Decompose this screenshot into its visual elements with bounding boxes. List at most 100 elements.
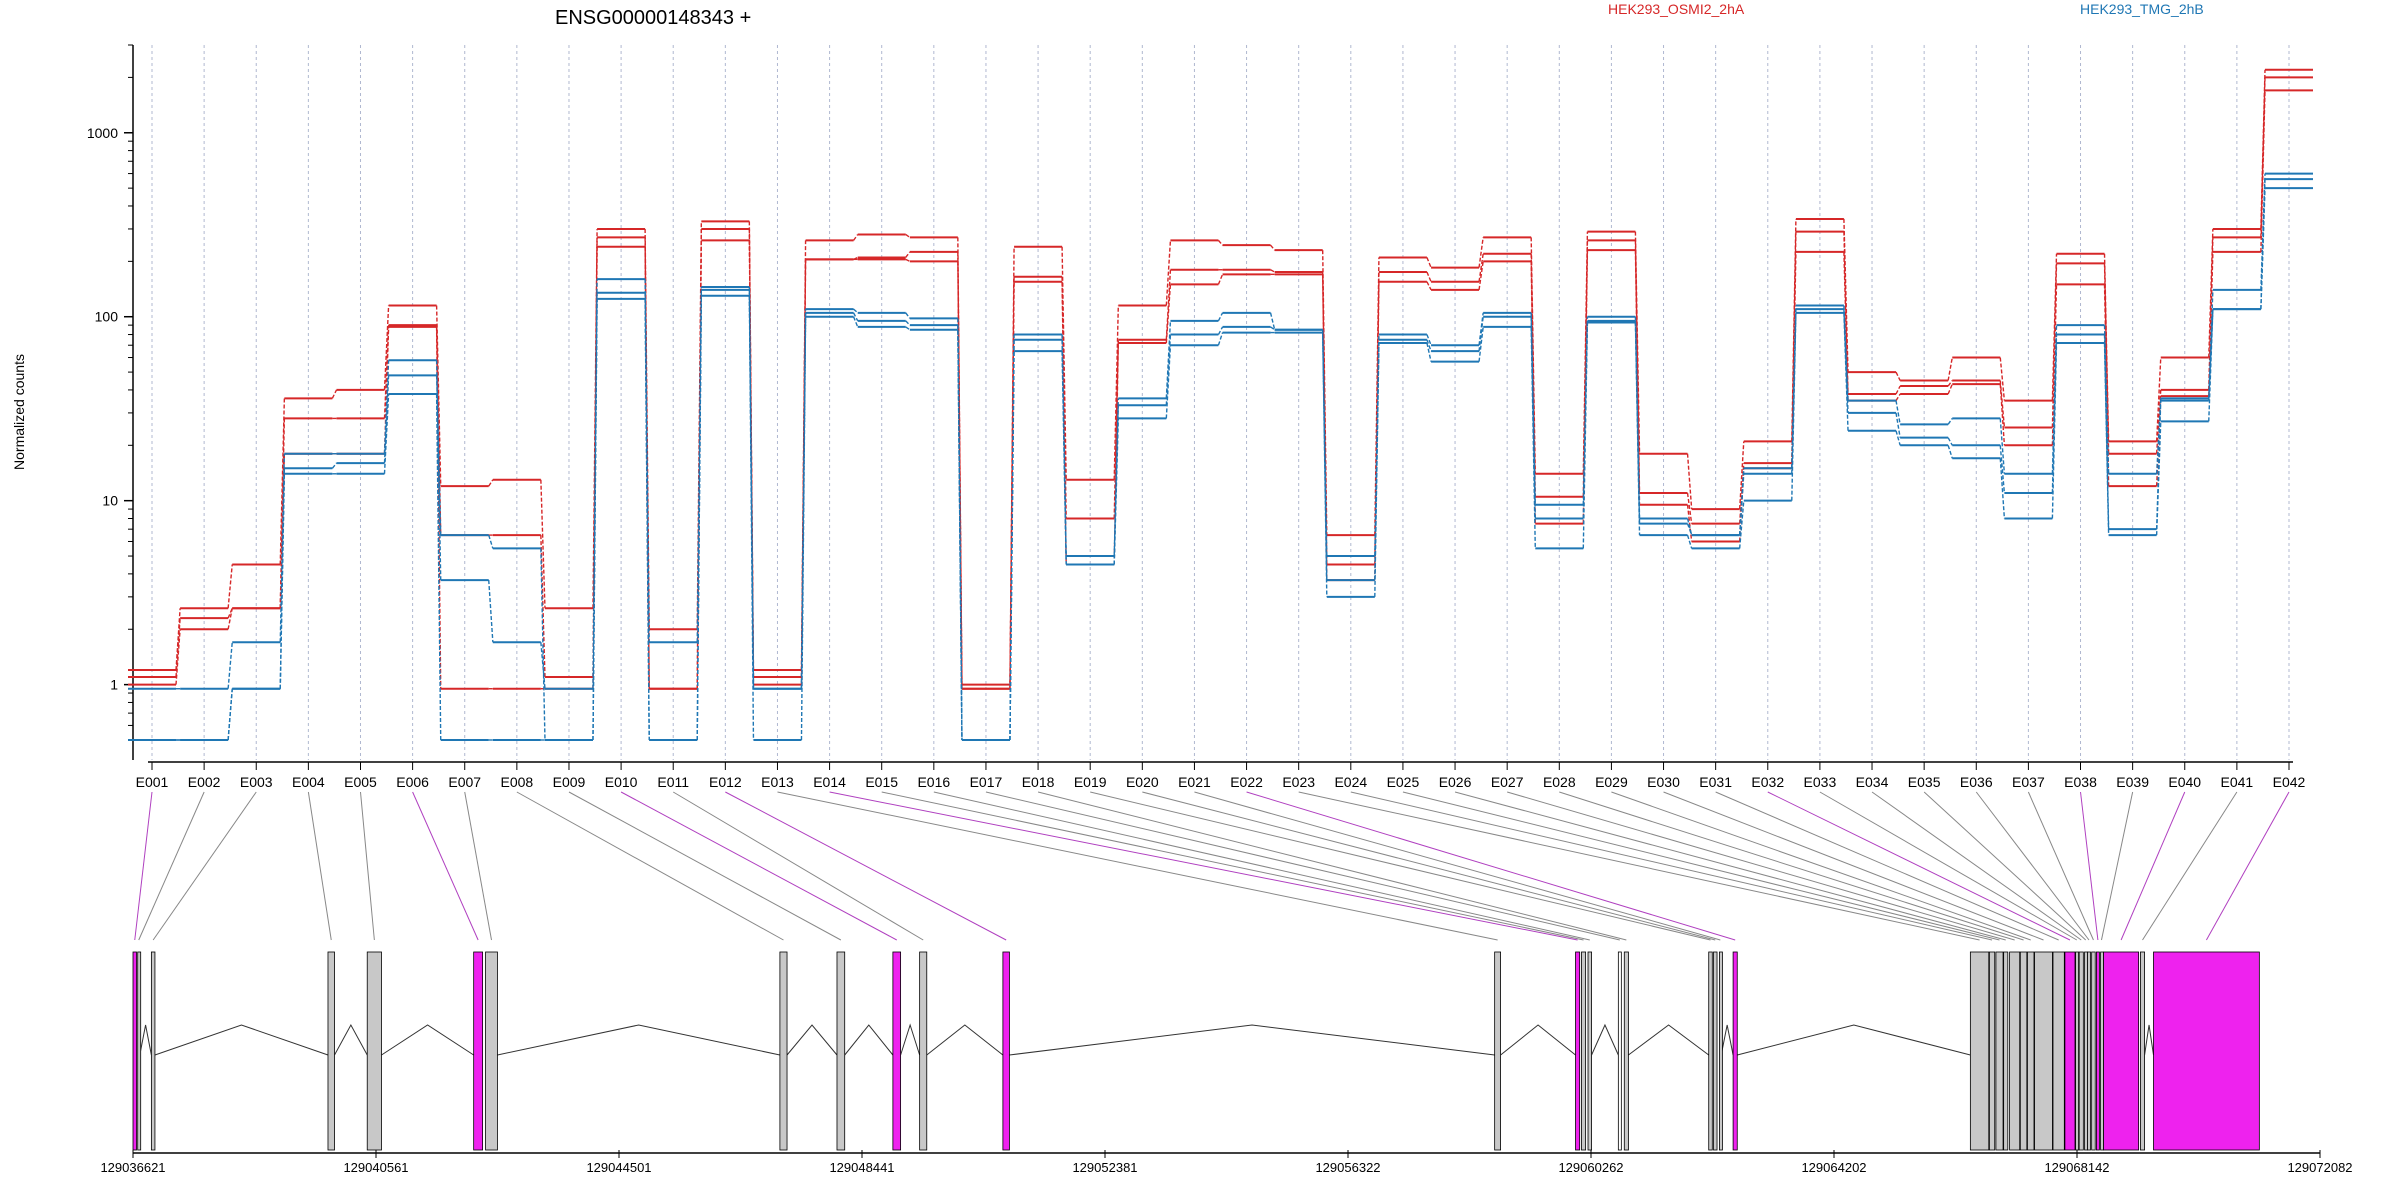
exon-box-e036 xyxy=(2087,951,2091,1151)
connector-segment xyxy=(1999,384,2006,446)
connector-e011 xyxy=(672,791,924,941)
connector-e003 xyxy=(152,791,257,941)
exon-box-e021 xyxy=(1719,951,1723,1151)
connector-e008 xyxy=(516,791,784,941)
connector-segment xyxy=(1530,326,1536,549)
connector-segment xyxy=(1738,441,1745,510)
legend-entry-tmg: HEK293_TMG_2hB xyxy=(2080,1,2204,17)
connector-segment xyxy=(1686,523,1693,536)
intron-22 xyxy=(1737,1024,1971,1056)
connector-e028 xyxy=(1559,791,2024,941)
exon-box-e029 xyxy=(2027,951,2035,1151)
x-tick-label-e006: E006 xyxy=(396,774,429,790)
x-tick-label-e037: E037 xyxy=(2012,774,2045,790)
connector-e022 xyxy=(1246,791,1736,941)
exon-box-e019 xyxy=(1708,951,1713,1151)
x-tick-label-e003: E003 xyxy=(240,774,273,790)
connector-segment xyxy=(1999,458,2006,519)
intron-11 xyxy=(926,1024,1004,1056)
intron-3 xyxy=(154,1024,329,1056)
connector-segment xyxy=(2260,90,2266,252)
x-tick-label-e030: E030 xyxy=(1647,774,1680,790)
connector-segment xyxy=(592,298,598,741)
x-tick-label-e023: E023 xyxy=(1282,774,1315,790)
genomic-tick-label: 129036621 xyxy=(100,1160,165,1175)
connector-segment xyxy=(1895,430,1901,446)
exon-box-e037 xyxy=(2091,951,2096,1151)
connector-segment xyxy=(1426,334,1432,346)
x-tick-label-e038: E038 xyxy=(2064,774,2097,790)
connector-e033 xyxy=(1819,791,2078,941)
genomic-tick-label: 129040561 xyxy=(343,1160,408,1175)
x-tick-label-e036: E036 xyxy=(1960,774,1993,790)
connector-segment xyxy=(905,258,911,262)
connector-segment xyxy=(227,642,233,689)
connector-e027 xyxy=(1507,791,2015,941)
intron-41 xyxy=(2144,1024,2154,1056)
x-tick-label-e005: E005 xyxy=(344,774,377,790)
genomic-tick-label: 129056322 xyxy=(1315,1160,1380,1175)
connector-segment xyxy=(2155,398,2162,474)
connector-segment xyxy=(1947,437,1953,446)
connector-segment xyxy=(853,308,859,314)
y-tick-label: 10 xyxy=(102,493,118,509)
exon-box-e028 xyxy=(2019,951,2028,1151)
connector-segment xyxy=(1113,418,1120,565)
x-tick-label-e040: E040 xyxy=(2168,774,2201,790)
x-tick-label-e033: E033 xyxy=(1804,774,1837,790)
connector-segment xyxy=(1217,332,1224,346)
connector-segment xyxy=(1009,351,1015,741)
series-5 xyxy=(128,178,2313,741)
genomic-coordinate-axis: 129036621 129040561 129044501 129048441 1290… xyxy=(100,1150,2353,1175)
x-tick-label-e011: E011 xyxy=(657,774,689,790)
x-tick-label-e028: E028 xyxy=(1543,774,1576,790)
series-4 xyxy=(128,172,2313,741)
intron-9 xyxy=(844,1024,894,1056)
connector-e035 xyxy=(1923,791,2087,941)
intron-13 xyxy=(1500,1024,1576,1056)
connector-e042 xyxy=(2205,791,2290,941)
connector-segment xyxy=(1165,345,1172,419)
connector-segment xyxy=(1999,445,2006,494)
connector-segment xyxy=(2103,342,2110,536)
connector-e034 xyxy=(1871,791,2082,941)
x-tick-label-e015: E015 xyxy=(865,774,898,790)
connector-e004 xyxy=(307,791,332,941)
x-tick-label-e020: E020 xyxy=(1126,774,1159,790)
connector-e032 xyxy=(1767,791,2071,941)
exon-box-e040 xyxy=(2103,951,2140,1151)
connector-segment xyxy=(800,316,807,741)
exon-box-e026 xyxy=(2003,951,2009,1151)
connector-segment xyxy=(905,233,911,238)
exon-box-e035 xyxy=(2084,951,2088,1151)
exon-box-e020 xyxy=(1713,951,1718,1151)
connector-e023 xyxy=(1298,791,1980,941)
x-tick-label-e010: E010 xyxy=(605,774,638,790)
exon-box-e005 xyxy=(366,951,382,1151)
gene-model xyxy=(132,951,2260,1151)
x-tick-label-e013: E013 xyxy=(761,774,794,790)
connector-e006 xyxy=(412,791,479,941)
exon-box-e032 xyxy=(2064,951,2076,1151)
exon-box-e023 xyxy=(1969,951,1990,1151)
connector-segment xyxy=(853,256,859,261)
connector-segment xyxy=(592,279,598,689)
connector-segment xyxy=(1895,400,1901,425)
connector-segment xyxy=(2155,357,2162,442)
connector-segment xyxy=(383,325,390,419)
series-3 xyxy=(128,89,2313,690)
exon-box-e007 xyxy=(485,951,498,1151)
intron-5 xyxy=(381,1024,474,1056)
connector-segment xyxy=(2208,228,2214,358)
connector-segment xyxy=(1999,418,2006,474)
exon-box-e001 xyxy=(132,951,137,1151)
connector-segment xyxy=(957,329,963,741)
connector-segment xyxy=(800,312,807,689)
x-tick-label-e021: E021 xyxy=(1178,774,1211,790)
connector-segment xyxy=(1426,342,1432,362)
x-tick-label-e018: E018 xyxy=(1022,774,1055,790)
x-tick-label-e001: E001 xyxy=(136,774,169,790)
connector-e024 xyxy=(1350,791,1993,941)
connector-segment xyxy=(1113,305,1120,480)
